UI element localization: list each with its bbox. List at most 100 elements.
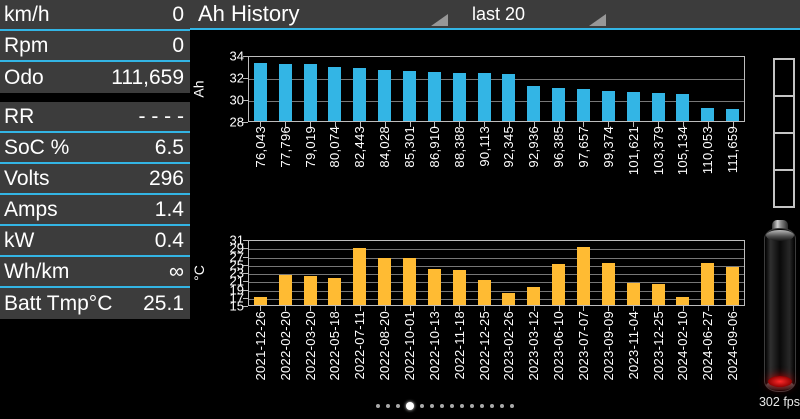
batt-temp-gridline (249, 290, 744, 292)
ah-history-x-label: 79,019 (298, 126, 323, 206)
gauge-segment (773, 95, 795, 134)
batt-temp-bar (378, 257, 392, 305)
ah-history-bar (427, 71, 441, 121)
batt-temp-x-label: 2022-05-18 (323, 311, 348, 397)
ah-history-bar (328, 66, 342, 121)
batt-temp-bar (651, 283, 665, 305)
ah-history-x-label-text: 111,659 (725, 126, 741, 174)
page-dot (386, 404, 390, 408)
ah-history-x-tick (633, 122, 635, 127)
sidebar-row-rr[interactable]: RR - - - - (0, 102, 190, 133)
batt-temp-bar (676, 296, 690, 305)
batt-temp-x-label-text: 2022-05-18 (327, 311, 343, 381)
ah-history-bar (576, 89, 590, 121)
sidebar-row-label: Batt Tmp°C (4, 291, 113, 315)
sidebar-row-wh-km[interactable]: Wh/km ∞ (0, 257, 190, 288)
sidebar-row-value: 0.4 (154, 228, 184, 252)
ah-history-axis-label-text: Ah (191, 80, 207, 98)
sidebar-row-kw[interactable]: kW 0.4 (0, 226, 190, 257)
batt-temp-bar (452, 269, 466, 305)
ah-history-y-tick-label: 30 (229, 92, 244, 108)
ah-history-bar (651, 93, 665, 121)
ah-history-x-label-text: 86,910 (426, 126, 442, 168)
battery-body (764, 228, 796, 392)
fps-counter: 302 fps (758, 395, 800, 409)
range-label: last 20 (472, 4, 526, 24)
batt-temp-y-tick-label: 19 (229, 282, 244, 297)
ah-history-x-label-text: 82,443 (352, 126, 368, 168)
ah-history-bar (278, 64, 292, 121)
batt-temp-x-tick (533, 306, 535, 311)
batt-temp-x-label-text: 2024-02-10 (675, 311, 691, 381)
battery-top-rim (766, 230, 794, 241)
batt-temp-x-tick (310, 306, 312, 311)
page-dot (480, 404, 484, 408)
batt-temp-x-tick (558, 306, 560, 311)
ah-history-x-tick (260, 122, 262, 127)
batt-temp-y-tick (243, 289, 248, 291)
sidebar-row-value: ∞ (169, 259, 184, 283)
ah-history-x-label: 85,301 (397, 126, 422, 206)
ah-history-x-label-text: 96,385 (551, 126, 567, 168)
ah-history-x-tick (310, 122, 312, 127)
sidebar-row-km-h[interactable]: km/h 0 (0, 0, 190, 31)
ah-history-x-tick (459, 122, 461, 127)
ah-history-bar (726, 109, 740, 121)
page-indicator[interactable] (376, 400, 514, 412)
batt-temp-x-label: 2023-12-25 (646, 311, 671, 397)
sidebar-row-soc[interactable]: SoC % 6.5 (0, 133, 190, 164)
batt-temp-bar (303, 276, 317, 305)
sidebar-row-odo[interactable]: Odo 111,659 (0, 62, 190, 93)
charts-panel[interactable]: 302 fps 76,043 77,796 79,019 80,074 82,443 84… (190, 32, 800, 419)
sidebar-row-rpm[interactable]: Rpm 0 (0, 31, 190, 62)
ah-history-x-label-text: 103,379 (650, 126, 666, 176)
batt-temp-x-tick (434, 306, 436, 311)
batt-temp-gridline (249, 249, 744, 251)
ah-history-x-label: 97,657 (571, 126, 596, 206)
ah-history-x-label: 90,113 (472, 126, 497, 206)
sidebar-row-label: RR (4, 104, 35, 128)
batt-temp-x-label: 2023-07-07 (571, 311, 596, 397)
ah-history-x-label-text: 90,113 (476, 126, 492, 167)
sidebar-row-label: km/h (4, 2, 50, 26)
ah-history-x-tick (533, 122, 535, 127)
ah-history-x-label: 92,345 (497, 126, 522, 206)
batt-temp-x-label-text: 2023-07-07 (575, 311, 591, 381)
ah-history-x-label-text: 110,053 (700, 126, 716, 175)
sidebar-row-value: 0 (172, 2, 184, 26)
batt-temp-gridline (249, 274, 744, 275)
page-dot (450, 404, 454, 408)
batt-temp-y-tick (243, 264, 248, 266)
ah-history-x-label-text: 79,019 (302, 126, 318, 168)
ah-history-y-tick-label: 34 (229, 48, 244, 64)
sidebar-row-batt-tmp-c[interactable]: Batt Tmp°C 25.1 (0, 288, 190, 319)
chart-type-spinner[interactable]: Ah History (190, 0, 450, 28)
page-dot (460, 404, 464, 408)
batt-temp-bar (701, 263, 715, 305)
batt-temp-x-label: 2024-06-27 (695, 311, 720, 397)
sidebar-row-volts[interactable]: Volts 296 (0, 164, 190, 195)
sidebar-gap (0, 93, 190, 102)
ah-history-x-label-text: 99,374 (600, 126, 616, 168)
batt-temp-bar (278, 275, 292, 305)
sidebar-row-label: Wh/km (4, 259, 70, 283)
batt-temp-y-tick-label: 29 (229, 240, 244, 256)
batt-temp-x-label: 2022-11-18 (447, 311, 472, 397)
ah-history-x-label-text: 92,345 (501, 126, 517, 168)
sidebar-row-amps[interactable]: Amps 1.4 (0, 195, 190, 226)
batt-temp-y-tick (243, 306, 248, 307)
ah-history-x-tick (732, 122, 734, 127)
batt-temp-x-label-text: 2022-10-13 (426, 311, 442, 381)
batt-temp-x-tick (334, 306, 336, 311)
ah-history-bar (452, 73, 466, 121)
range-spinner[interactable]: last 20 (455, 0, 608, 28)
ah-history-x-label: 80,074 (323, 126, 348, 206)
batt-temp-plot (248, 240, 745, 306)
batt-temp-bar (502, 293, 516, 305)
spinner-dropdown-icon (589, 14, 606, 26)
ah-history-y-tick (243, 56, 248, 57)
batt-temp-gridline (249, 265, 744, 267)
ah-history-x-label: 84,028 (372, 126, 397, 206)
ah-history-bar (676, 94, 690, 121)
batt-temp-x-tick (484, 306, 486, 311)
